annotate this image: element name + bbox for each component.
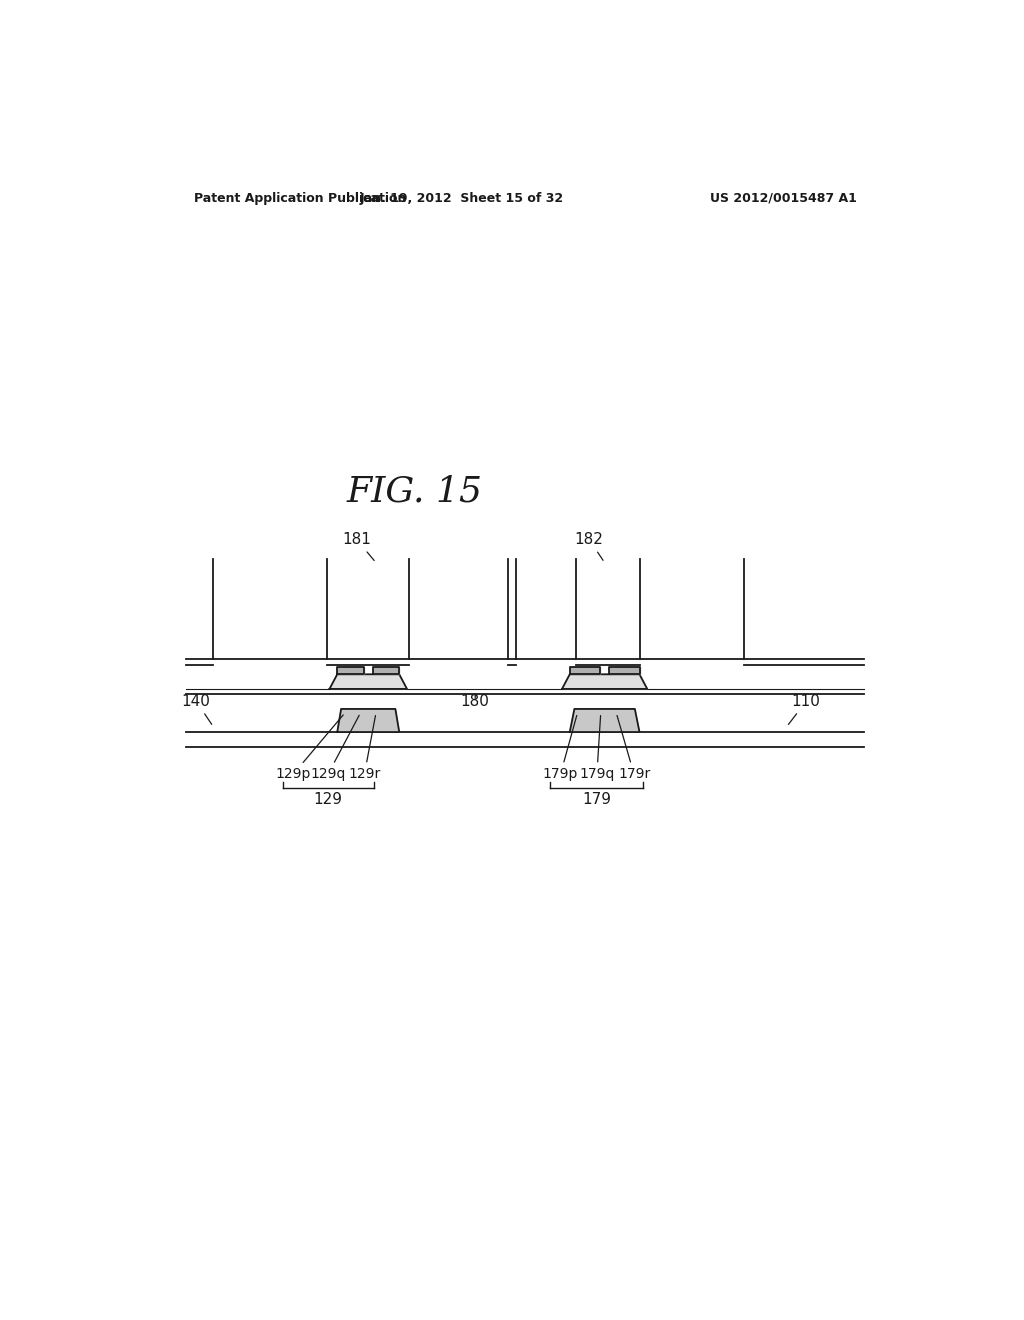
Text: 179p: 179p — [543, 715, 579, 781]
Polygon shape — [569, 667, 600, 675]
Text: 179r: 179r — [617, 715, 650, 781]
Polygon shape — [373, 667, 399, 675]
Polygon shape — [562, 675, 647, 689]
Text: 180: 180 — [461, 694, 489, 709]
Polygon shape — [337, 667, 364, 675]
Text: 179q: 179q — [580, 715, 614, 781]
Polygon shape — [569, 709, 640, 733]
Text: 179: 179 — [583, 792, 611, 808]
Text: Jan. 19, 2012  Sheet 15 of 32: Jan. 19, 2012 Sheet 15 of 32 — [359, 191, 563, 205]
Polygon shape — [330, 675, 407, 689]
Text: 110: 110 — [788, 694, 820, 725]
Text: US 2012/0015487 A1: US 2012/0015487 A1 — [710, 191, 856, 205]
Text: 182: 182 — [574, 532, 603, 561]
Text: 129r: 129r — [348, 715, 381, 781]
Text: 140: 140 — [182, 694, 212, 725]
Polygon shape — [337, 709, 399, 733]
Text: 129p: 129p — [275, 715, 343, 781]
Text: Patent Application Publication: Patent Application Publication — [194, 191, 407, 205]
Text: FIG. 15: FIG. 15 — [347, 474, 482, 508]
Polygon shape — [609, 667, 640, 675]
Text: 181: 181 — [342, 532, 374, 561]
Text: 129q: 129q — [310, 715, 359, 781]
Text: 129: 129 — [313, 792, 342, 808]
